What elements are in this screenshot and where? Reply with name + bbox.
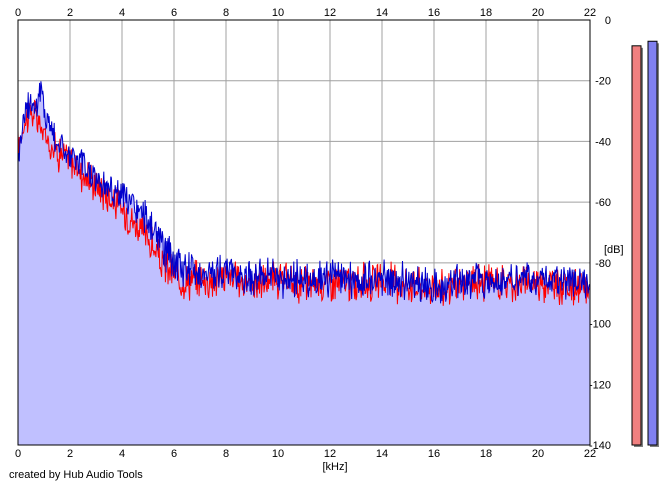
x-tick-label-bottom: 2 — [67, 448, 73, 460]
credit-text: created by Hub Audio Tools — [9, 469, 143, 481]
x-tick-label-bottom: 18 — [480, 448, 492, 460]
spectrum-area-fill — [18, 81, 590, 446]
x-tick-label-top: 2 — [67, 7, 73, 19]
y-tick-label: -80 — [595, 258, 611, 270]
y-tick-label: -60 — [595, 197, 611, 209]
x-tick-label-bottom: 6 — [171, 448, 177, 460]
x-tick-label-bottom: 12 — [324, 448, 336, 460]
x-tick-label-top: 4 — [119, 7, 125, 19]
series-line-2 — [17, 81, 591, 304]
x-axis-label: [kHz] — [322, 461, 347, 473]
y-tick-label: -140 — [589, 440, 611, 452]
x-tick-label-bottom: 0 — [15, 448, 21, 460]
meter-bar — [631, 45, 642, 446]
x-tick-label-top: 16 — [428, 7, 440, 19]
x-tick-label-bottom: 16 — [428, 448, 440, 460]
x-tick-label-top: 20 — [532, 7, 544, 19]
x-tick-label-bottom: 8 — [223, 448, 229, 460]
x-tick-label-top: 12 — [324, 7, 336, 19]
y-tick-label: 0 — [605, 15, 611, 27]
x-tick-label-top: 22 — [584, 7, 596, 19]
x-tick-label-top: 10 — [272, 7, 284, 19]
x-tick-label-top: 8 — [223, 7, 229, 19]
y-axis-label: [dB] — [604, 244, 624, 256]
plot-frame — [17, 19, 591, 446]
x-tick-label-top: 14 — [376, 7, 388, 19]
x-tick-label-bottom: 20 — [532, 448, 544, 460]
x-tick-label-top: 6 — [171, 7, 177, 19]
y-tick-label: -100 — [589, 319, 611, 331]
level-meter-1 — [631, 45, 643, 448]
x-tick-label-top: 0 — [15, 7, 21, 19]
x-tick-label-bottom: 14 — [376, 448, 388, 460]
meter-bar — [647, 40, 658, 446]
y-tick-label: -20 — [595, 76, 611, 88]
x-tick-label-bottom: 22 — [584, 448, 596, 460]
y-tick-label: -120 — [589, 379, 611, 391]
x-tick-label-top: 18 — [480, 7, 492, 19]
level-meter-2 — [647, 40, 659, 447]
y-tick-label: -40 — [595, 136, 611, 148]
x-tick-label-bottom: 4 — [119, 448, 125, 460]
x-tick-label-bottom: 10 — [272, 448, 284, 460]
